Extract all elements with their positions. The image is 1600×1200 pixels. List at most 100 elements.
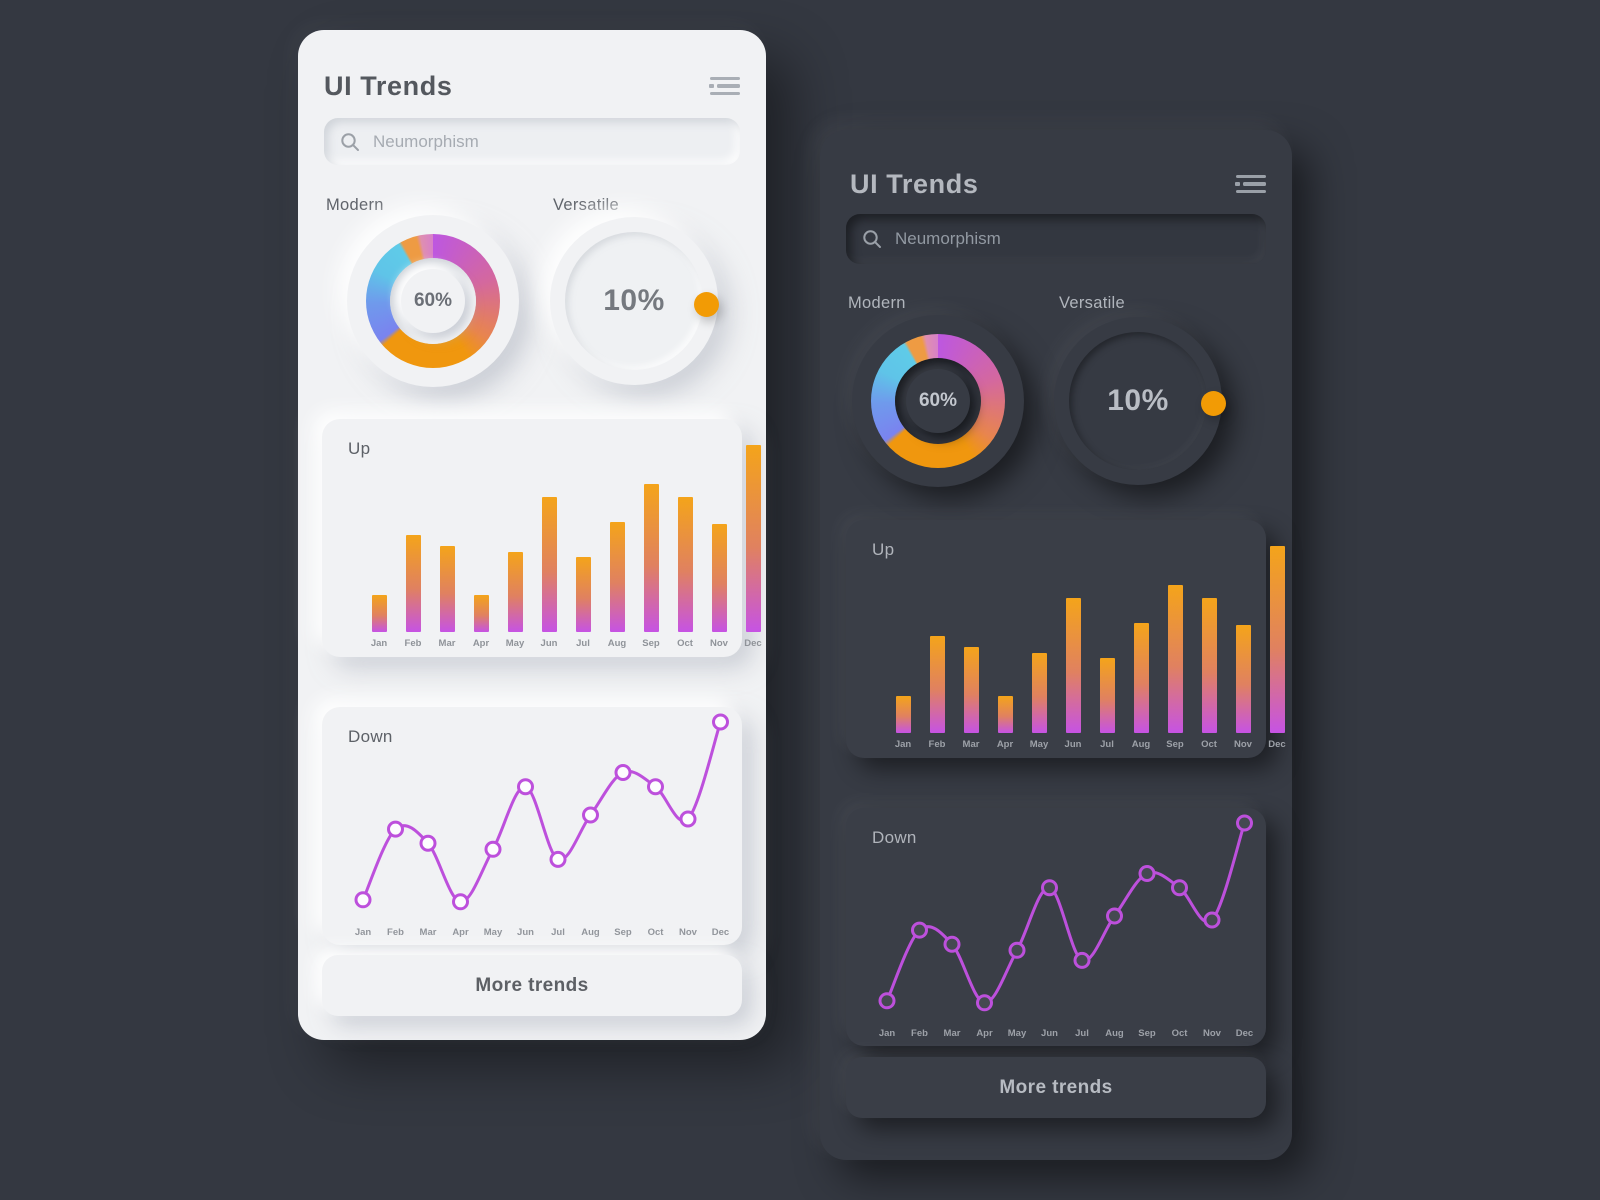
versatile-label: Versatile [1059, 294, 1125, 312]
data-point-oct [1171, 879, 1188, 897]
hamburger-menu-icon[interactable] [1235, 171, 1266, 197]
versatile-value: 10% [1107, 384, 1169, 417]
bar-column-jun: Jun [532, 497, 566, 649]
bar-feb [405, 535, 421, 632]
search-input[interactable] [893, 228, 1250, 250]
search-icon [341, 132, 359, 151]
bar-jun [1065, 598, 1081, 733]
up-chart-card: Up Jan Feb Mar Apr May Jun Jul Aug Sep Oct Nov Dec [846, 520, 1286, 758]
bar-sep [1167, 585, 1183, 733]
data-point-nov [1203, 911, 1221, 929]
bar-column-aug: Aug [1124, 623, 1158, 750]
bar-may [1031, 653, 1047, 733]
search-input[interactable] [371, 130, 724, 153]
trend-line [885, 821, 1246, 1005]
tick-label-dec: Dec [712, 927, 729, 938]
modern-donut-gauge: 60% [852, 315, 1024, 487]
up-card-title: Up [872, 540, 895, 559]
data-point-aug [1106, 907, 1123, 925]
bar-column-oct: Oct [1192, 598, 1226, 750]
tick-label-aug: Aug [1131, 739, 1151, 750]
tick-label-mar: Mar [420, 927, 437, 938]
donut-ring: 60% [871, 334, 1005, 468]
data-point-jun [1041, 879, 1058, 897]
bar-dec [1269, 546, 1285, 733]
data-point-oct [647, 778, 664, 796]
tick-label-apr: Apr [996, 739, 1014, 750]
bar-jan [895, 696, 911, 733]
data-point-nov [679, 810, 697, 828]
data-point-jan [878, 992, 896, 1010]
data-point-jan [354, 891, 372, 909]
tick-label-oct: Oct [677, 638, 693, 649]
more-trends-button[interactable]: More trends [846, 1057, 1266, 1118]
more-trends-button[interactable]: More trends [322, 955, 742, 1016]
search-bar [324, 118, 740, 165]
tick-label-feb: Feb [404, 638, 422, 649]
donut-value: 60% [918, 390, 958, 411]
tick-label-dec: Dec [1268, 739, 1286, 750]
tick-label-mar: Mar [438, 638, 456, 649]
data-point-sep [614, 764, 632, 781]
tick-label-jul: Jul [1075, 1028, 1089, 1039]
gauge-knob-dot[interactable] [1201, 391, 1226, 416]
bar-column-mar: Mar [430, 546, 464, 649]
hamburger-menu-icon[interactable] [709, 73, 740, 99]
bar-column-jun: Jun [1056, 598, 1090, 750]
tick-label-oct: Oct [1201, 739, 1217, 750]
modern-label: Modern [326, 196, 384, 214]
bar-oct [1201, 598, 1217, 733]
bar-column-may: May [1022, 653, 1056, 750]
donut-value: 60% [413, 290, 453, 311]
data-point-feb [911, 921, 928, 939]
data-point-jul [1073, 951, 1091, 969]
tick-label-aug: Aug [1105, 1028, 1124, 1039]
donut-center: 60% [401, 269, 465, 333]
donut-hole: 60% [390, 258, 476, 344]
bar-column-dec: Dec [1260, 546, 1294, 750]
tick-label-may: May [484, 927, 503, 938]
bar-column-may: May [498, 552, 532, 649]
line-chart-svg: Jan Feb Mar Apr May Jun Jul Aug Sep Oct Nov Dec [354, 713, 729, 938]
tick-label-jun: Jun [1064, 739, 1082, 750]
data-point-dec [1236, 814, 1253, 832]
tick-label-jun: Jun [540, 638, 558, 649]
line-chart-svg: Jan Feb Mar Apr May Jun Jul Aug Sep Oct Nov Dec [878, 814, 1253, 1039]
bar-mar [439, 546, 455, 632]
tick-label-nov: Nov [1234, 739, 1252, 750]
modern-donut-gauge: 60% [347, 215, 519, 387]
line-chart: Jan Feb Mar Apr May Jun Jul Aug Sep Oct Nov Dec [322, 707, 742, 945]
header: UI Trends [324, 66, 740, 106]
tick-label-jul: Jul [576, 638, 590, 649]
tick-label-dec: Dec [744, 638, 762, 649]
tick-label-sep: Sep [642, 638, 660, 649]
line-chart: Jan Feb Mar Apr May Jun Jul Aug Sep Oct Nov Dec [846, 808, 1266, 1046]
tick-label-may: May [1008, 1028, 1027, 1039]
tick-label-jan: Jan [370, 638, 388, 649]
page-title: UI Trends [850, 168, 979, 199]
tick-label-apr: Apr [452, 927, 469, 938]
header: UI Trends [850, 164, 1266, 204]
donut-hole: 60% [895, 358, 981, 444]
versatile-gauge-face: 10% [1069, 332, 1207, 470]
bar-aug [609, 522, 625, 632]
bar-column-apr: Apr [464, 595, 498, 649]
tick-label-aug: Aug [607, 638, 627, 649]
tick-label-sep: Sep [1138, 1028, 1156, 1039]
data-point-feb [387, 820, 404, 838]
bar-nov [711, 524, 727, 632]
gauge-knob-dot[interactable] [694, 292, 719, 317]
data-point-mar [419, 834, 437, 852]
down-card-title: Down [872, 828, 917, 847]
tick-label-may: May [505, 638, 525, 649]
versatile-label: Versatile [553, 196, 619, 214]
tick-label-feb: Feb [928, 739, 946, 750]
bar-chart: Jan Feb Mar Apr May Jun Jul Aug Sep Oct Nov Dec [362, 445, 762, 649]
bar-aug [1133, 623, 1149, 733]
light-theme-panel: UI Trends Modern Versatile 60% [298, 30, 766, 1040]
data-point-jun [517, 778, 534, 796]
down-chart-card: Down Jan Feb Mar Apr May Jun Jul Aug Sep Oct Nov De… [846, 808, 1266, 1046]
tick-label-apr: Apr [976, 1028, 993, 1039]
donut-center: 60% [906, 369, 970, 433]
